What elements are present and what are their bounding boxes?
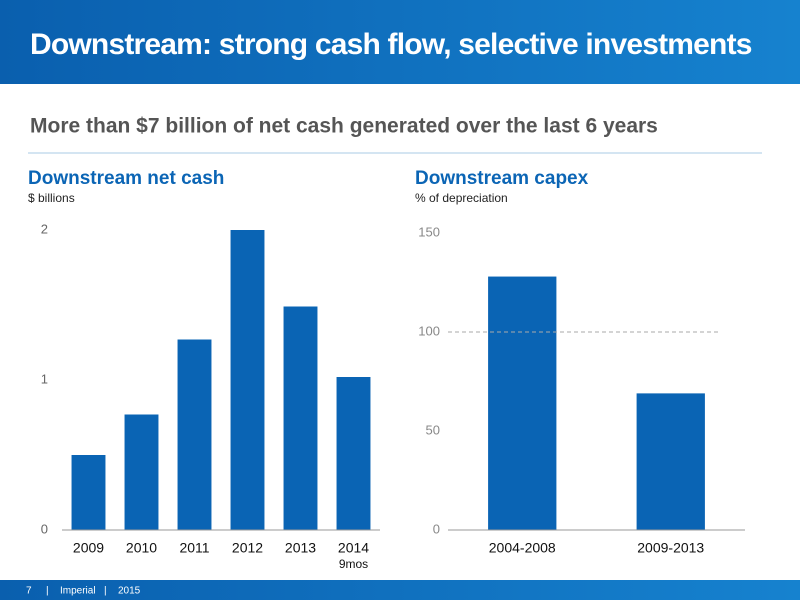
x-tick-label: 2004-2008 [489,540,556,556]
footer-band [0,580,800,600]
bar [71,455,106,530]
y-tick-label: 1 [41,371,48,386]
footer-separator: | [104,586,107,597]
slide-title: Downstream: strong cash flow, selective … [30,28,752,61]
bar [283,306,318,530]
y-tick-label: 150 [418,224,440,239]
x-tick-label: 2013 [285,540,316,556]
footer-separator: | [46,586,49,597]
bar [636,393,705,530]
x-tick-label: 2014 [338,540,369,556]
x-tick-label: 2010 [126,540,157,556]
y-tick-label: 2 [41,221,48,236]
y-tick-label: 100 [418,323,440,338]
chart-title: Downstream capex [415,168,589,189]
chart-subtitle: % of depreciation [415,191,508,205]
bar [230,230,265,530]
x-tick-label: 2012 [232,540,263,556]
y-tick-label: 50 [426,422,440,437]
footer-year: 2015 [118,586,141,597]
x-tick-label: 2011 [179,540,209,556]
bar [336,377,371,530]
annotation: 9mos [339,557,368,571]
header-band [0,0,800,84]
x-tick-label: 2009 [73,540,104,556]
y-tick-label: 0 [41,521,48,536]
page-number: 7 [26,586,32,597]
x-tick-label: 2009-2013 [637,540,704,556]
slide-subtitle: More than $7 billion of net cash generat… [30,115,658,138]
bar [488,276,557,530]
footer-company: Imperial [60,586,96,597]
y-tick-label: 0 [433,521,440,536]
bar [177,339,212,530]
bar [124,414,159,530]
chart-title: Downstream net cash [28,168,224,189]
chart-subtitle: $ billions [28,191,75,205]
